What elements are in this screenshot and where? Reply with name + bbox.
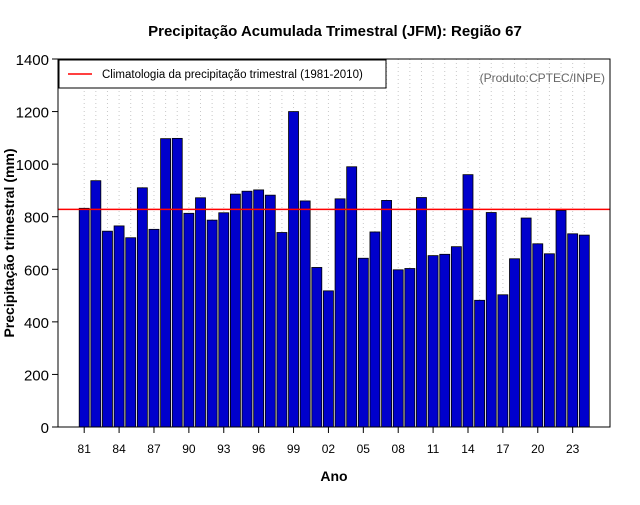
bar-06 — [369, 231, 381, 428]
bar-08 — [392, 269, 404, 428]
bar-82 — [90, 180, 102, 428]
x-tick-label-87: 87 — [147, 442, 161, 456]
x-tick-label-05: 05 — [357, 442, 371, 456]
x-tick-label-20: 20 — [531, 442, 545, 456]
x-axis-label: Ano — [320, 468, 347, 484]
bar-24 — [578, 234, 590, 428]
bar-95 — [241, 190, 253, 428]
bar-00 — [299, 200, 311, 428]
y-axis: 0 200 400 600 800 1000 1200 1400 — [16, 52, 58, 437]
x-tick-label-90: 90 — [182, 442, 196, 456]
bar-86 — [136, 187, 148, 428]
bar-01 — [311, 267, 323, 428]
bar-02 — [323, 290, 334, 428]
bar-05 — [357, 257, 369, 428]
bar-09 — [404, 268, 416, 428]
source-annotation: (Produto:CPTEC/INPE) — [480, 71, 605, 85]
bar-10 — [416, 197, 427, 428]
bar-11 — [427, 255, 439, 428]
x-axis: 81 84 87 90 93 96 99 02 05 08 11 14 17 20 23 — [78, 427, 580, 456]
bar-88 — [160, 138, 172, 428]
x-tick-label-11: 11 — [427, 442, 440, 456]
x-tick-label-81: 81 — [78, 442, 92, 456]
bar-17 — [497, 294, 509, 428]
bar-97 — [264, 194, 276, 428]
x-tick-label-99: 99 — [287, 442, 301, 456]
legend: Climatologia da precipitação trimestral … — [58, 59, 387, 89]
bar-21 — [544, 253, 555, 428]
y-tick-label-1200: 1200 — [16, 105, 49, 122]
bar-87 — [148, 228, 160, 428]
bar-93 — [218, 212, 230, 428]
x-tick-label-84: 84 — [112, 442, 126, 456]
bar-90 — [183, 212, 195, 428]
y-tick-label-1400: 1400 — [16, 52, 49, 69]
bar-18 — [509, 258, 520, 428]
y-axis-label: Precipitação trimestral (mm) — [1, 148, 17, 337]
bar-19 — [520, 217, 532, 428]
x-tick-label-23: 23 — [566, 442, 580, 456]
bar-12 — [439, 253, 451, 428]
chart-title: Precipitação Acumulada Trimestral (JFM):… — [148, 23, 522, 40]
y-tick-label-1000: 1000 — [16, 157, 49, 174]
x-tick-label-96: 96 — [252, 442, 266, 456]
x-tick-label-93: 93 — [217, 442, 231, 456]
legend-label: Climatologia da precipitação trimestral … — [102, 69, 363, 81]
bar-98 — [276, 232, 288, 428]
y-tick-label-0: 0 — [41, 420, 49, 437]
bar-94 — [229, 193, 241, 428]
bar-99 — [288, 111, 299, 428]
y-tick-label-200: 200 — [24, 367, 49, 384]
bar-81 — [78, 207, 90, 428]
bar-layer — [78, 111, 590, 428]
bar-84 — [113, 225, 125, 428]
bar-23 — [567, 233, 579, 428]
plot-frame — [57, 58, 611, 428]
legend-box — [58, 59, 387, 89]
bar-15 — [474, 299, 486, 428]
bar-03 — [334, 198, 346, 428]
bar-96 — [253, 189, 265, 428]
bar-14 — [462, 174, 474, 428]
x-tick-label-02: 02 — [322, 442, 336, 456]
x-tick-label-08: 08 — [392, 442, 406, 456]
bar-20 — [532, 243, 544, 428]
bar-92 — [206, 219, 218, 428]
bar-04 — [346, 166, 358, 428]
y-tick-label-800: 800 — [24, 210, 49, 227]
y-tick-label-400: 400 — [24, 315, 49, 332]
bar-07 — [381, 200, 392, 428]
bar-83 — [102, 230, 113, 428]
bar-22 — [555, 210, 567, 428]
bar-16 — [485, 212, 497, 428]
x-tick-label-14: 14 — [461, 442, 475, 456]
bar-91 — [195, 197, 206, 428]
bar-13 — [450, 246, 462, 428]
y-tick-label-600: 600 — [24, 262, 49, 279]
bar-85 — [125, 237, 137, 428]
bar-89 — [171, 137, 183, 428]
x-tick-label-17: 17 — [496, 442, 510, 456]
